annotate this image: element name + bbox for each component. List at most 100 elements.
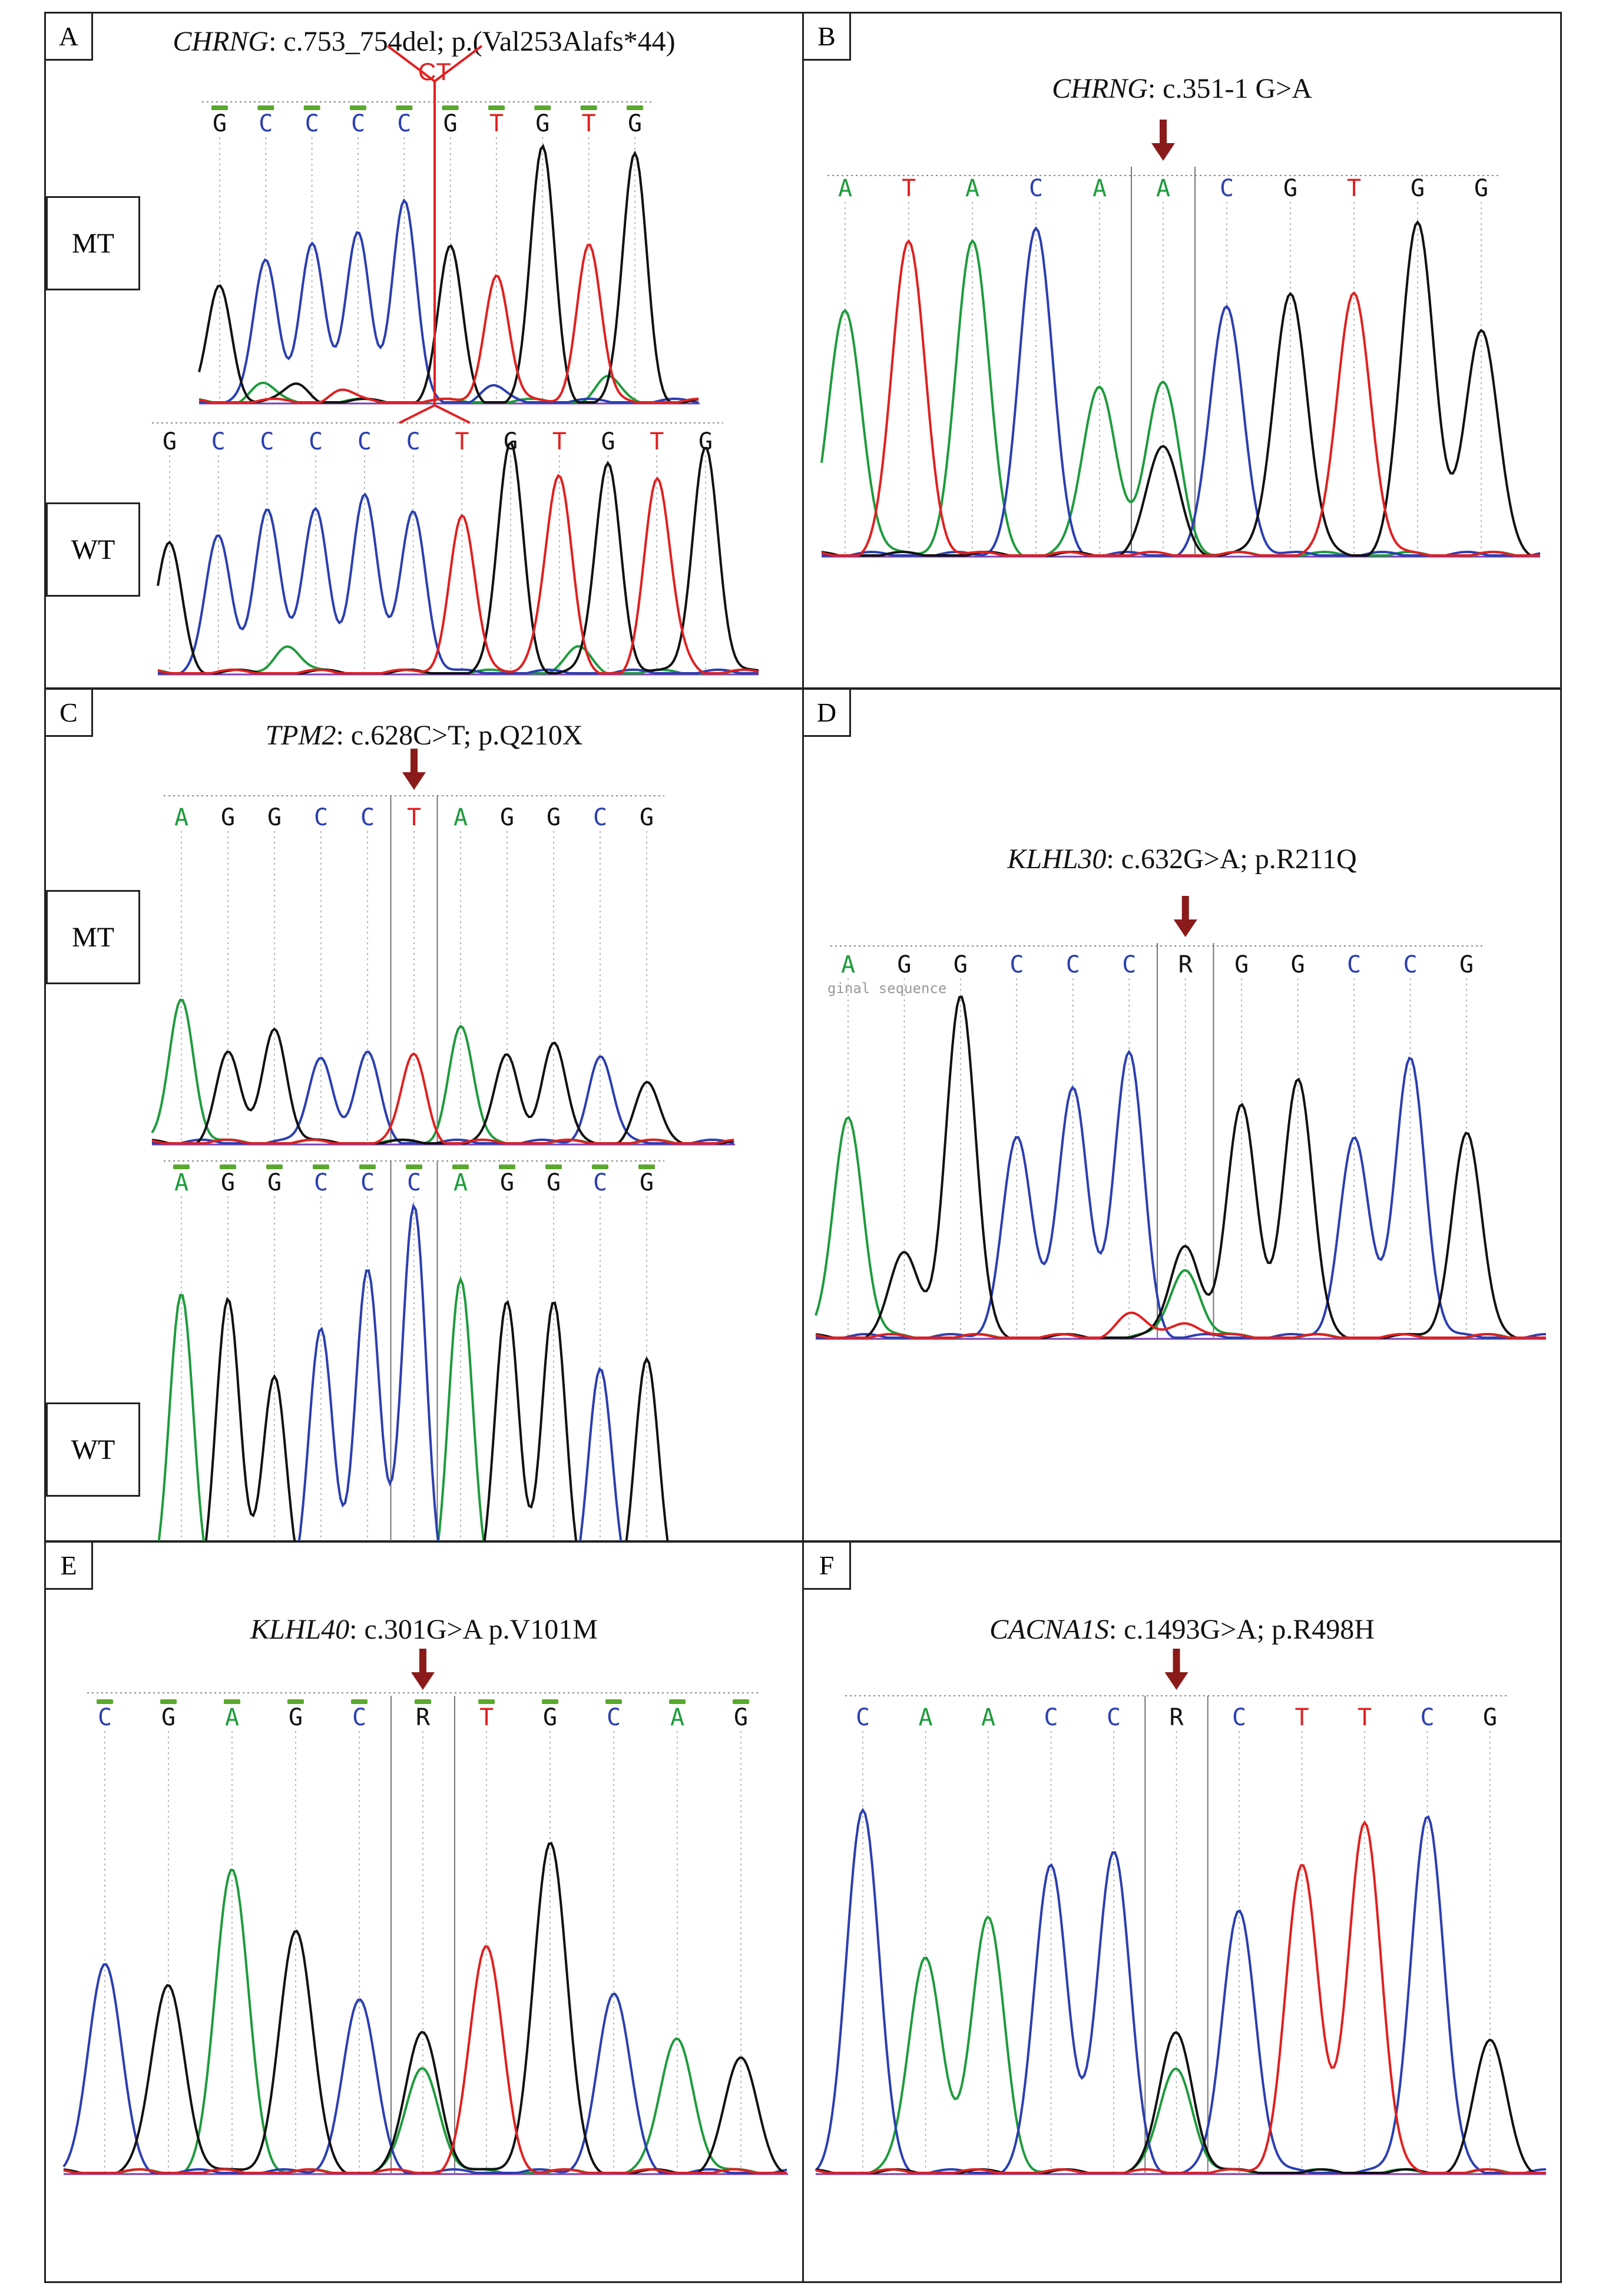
base-call: C	[351, 110, 365, 137]
base-call: G	[640, 804, 654, 831]
base-call: T	[552, 428, 567, 455]
base-call: C	[593, 1169, 607, 1196]
base-call: A	[841, 951, 855, 978]
base-call: C	[360, 1169, 375, 1196]
variant-text: : c.632G>A; p.R211Q	[1106, 843, 1357, 875]
base-call: C	[1232, 1704, 1246, 1731]
panel-letter: A	[46, 14, 93, 61]
base-call: T	[479, 1704, 494, 1731]
panel-e: E KLHL40: c.301G>A p.V101M C G A G C R T G C A G	[44, 1541, 804, 2283]
base-call: G	[267, 1169, 282, 1196]
panel-title: TPM2: c.628C>T; p.Q210X	[46, 719, 802, 752]
base-call: G	[1283, 175, 1297, 202]
base-call: T	[1358, 1704, 1372, 1731]
base-call: G	[547, 804, 561, 831]
base-call: T	[582, 110, 596, 137]
panel-f: F CACNA1S: c.1493G>A; p.R498H C A A C C R C T T C…	[802, 1541, 1562, 2283]
base-call: A	[225, 1704, 239, 1731]
mt-label: MT	[46, 890, 140, 984]
base-call: A	[453, 804, 468, 831]
base-call: A	[965, 175, 979, 202]
panel-letter: E	[46, 1543, 93, 1590]
base-call: G	[954, 951, 968, 978]
deletion-marker: CT	[386, 45, 483, 424]
base-call: G	[543, 1704, 557, 1731]
panel-title: CHRNG: c.351-1 G>A	[804, 72, 1560, 105]
base-call: T	[1295, 1704, 1309, 1731]
base-call: G	[1483, 1704, 1497, 1731]
base-call: C	[1220, 175, 1234, 202]
panel-title: CACNA1S: c.1493G>A; p.R498H	[804, 1613, 1560, 1646]
base-call: A	[918, 1704, 932, 1731]
base-call: A	[838, 175, 852, 202]
base-call: C	[593, 804, 607, 831]
base-call: G	[1291, 951, 1305, 978]
base-call: T	[455, 428, 469, 455]
base-call: A	[981, 1704, 995, 1731]
base-call: C	[357, 428, 372, 455]
base-call: T	[902, 175, 916, 202]
mutation-arrow	[402, 749, 426, 790]
panel-d: D KLHL30: c.632G>A; p.R211Q A G G C C C R G G C C G…	[802, 688, 1562, 1542]
panel-a: A CHRNG: c.753_754del; p.(Val253Alafs*44…	[44, 12, 804, 689]
base-call: C	[1403, 951, 1417, 978]
base-call: G	[640, 1169, 654, 1196]
base-call: C	[259, 110, 273, 137]
panel-letter: B	[804, 14, 851, 61]
panel-letter: F	[804, 1543, 851, 1590]
base-call: C	[1029, 175, 1043, 202]
base-call: C	[607, 1704, 621, 1731]
base-call: C	[1122, 951, 1136, 978]
base-call: C	[407, 1169, 421, 1196]
base-call: G	[698, 428, 713, 455]
base-call: G	[734, 1704, 748, 1731]
wt-label: WT	[46, 502, 140, 597]
base-call: T	[407, 804, 421, 831]
gene-name: CHRNG	[173, 26, 269, 57]
base-call: C	[260, 428, 274, 455]
base-call: G	[897, 951, 911, 978]
base-call: C	[1347, 951, 1361, 978]
base-call: C	[98, 1704, 112, 1731]
base-call: C	[314, 804, 328, 831]
base-call: R	[416, 1704, 431, 1731]
base-call: C	[1107, 1704, 1121, 1731]
base-call: G	[267, 804, 282, 831]
variant-text: : c.351-1 G>A	[1147, 73, 1312, 104]
base-call: A	[174, 804, 188, 831]
mutation-arrow	[1164, 1649, 1189, 1690]
base-call: G	[443, 110, 458, 137]
variant-text: : c.628C>T; p.Q210X	[336, 720, 583, 751]
base-call: G	[161, 1704, 176, 1731]
base-call: A	[174, 1169, 188, 1196]
base-call: T	[1347, 175, 1361, 202]
base-call: G	[1474, 175, 1488, 202]
base-call: C	[305, 110, 319, 137]
base-call: G	[221, 804, 235, 831]
mutation-arrow	[1173, 896, 1197, 937]
panel-c: C TPM2: c.628C>T; p.Q210X MT WT A G G C C T A G…	[44, 688, 804, 1599]
panel-title: KLHL30: c.632G>A; p.R211Q	[804, 843, 1560, 875]
base-call: G	[1234, 951, 1249, 978]
base-call: C	[360, 804, 375, 831]
base-call: G	[1459, 951, 1474, 978]
base-call: G	[500, 1169, 514, 1196]
base-call: A	[1156, 175, 1170, 202]
base-call: C	[211, 428, 226, 455]
gene-name: KLHL30	[1007, 843, 1107, 875]
panel-letter: D	[804, 690, 851, 737]
base-call: R	[1178, 951, 1193, 978]
gene-name: KLHL40	[250, 1614, 350, 1645]
panel-b: B CHRNG: c.351-1 G>A A T A C A A C G T G G	[802, 12, 1562, 689]
gene-name: TPM2	[265, 720, 336, 751]
base-call: C	[352, 1704, 366, 1731]
mutation-arrow	[411, 1649, 435, 1690]
base-call: G	[601, 428, 615, 455]
variant-text: : c.1493G>A; p.R498H	[1108, 1614, 1375, 1645]
